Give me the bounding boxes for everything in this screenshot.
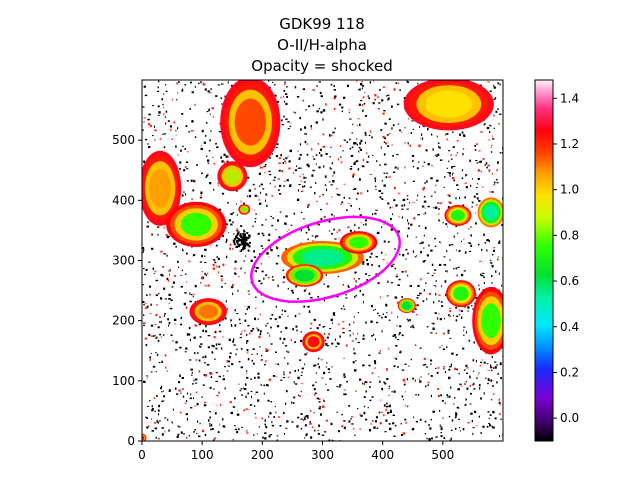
y-tick-label: 100: [112, 374, 135, 388]
x-tick-label: 100: [191, 448, 214, 462]
colorbar-tick-label: 1.2: [560, 137, 579, 151]
emission-region: [397, 298, 416, 314]
colorbar-tick-label: 0.8: [560, 228, 579, 242]
y-tick-label: 0: [127, 434, 135, 448]
y-tick-label: 300: [112, 254, 135, 268]
emission-region: [238, 204, 251, 215]
title-line-1: GDK99 118: [279, 15, 365, 33]
emission-region: [472, 286, 503, 355]
emission-region: [220, 80, 281, 168]
emission-region: [302, 331, 325, 353]
colorbar-tick-label: 1.0: [560, 183, 579, 197]
y-tick-label: 200: [112, 314, 135, 328]
y-tick-label: 500: [112, 133, 135, 147]
aperture-ellipse: [250, 215, 401, 303]
emission-region: [142, 150, 182, 226]
emission-region: [444, 204, 472, 226]
title-line-2: O-II/H-alpha: [277, 36, 367, 54]
emission-region: [166, 201, 227, 247]
emission-region: [477, 197, 503, 228]
x-tick-label: 300: [311, 448, 334, 462]
x-tick-label: 200: [251, 448, 274, 462]
emission-region: [189, 298, 227, 326]
emission-region: [445, 280, 476, 308]
colorbar-tick-label: 0.4: [560, 320, 579, 334]
emission-regions: [142, 80, 503, 441]
y-axis: 0 100 200 300 400 500: [112, 133, 142, 448]
colorbar-tick-label: 0.0: [560, 411, 579, 425]
emission-region: [339, 231, 378, 254]
y-tick-label: 400: [112, 193, 135, 207]
colorbar-tick-label: 0.2: [560, 365, 579, 379]
x-tick-label: 400: [371, 448, 394, 462]
emission-region: [217, 161, 248, 192]
title-line-3: Opacity = shocked: [251, 57, 392, 75]
colorbar-ticks: 0.0 0.2 0.4 0.6 0.8 1.0 1.2 1.4: [553, 91, 579, 425]
x-tick-label: 500: [431, 448, 454, 462]
emission-region: [285, 264, 324, 287]
x-tick-label: 0: [138, 448, 146, 462]
x-axis: 0 100 200 300 400 500: [138, 441, 454, 462]
emission-region: [142, 433, 147, 441]
colorbar-tick-label: 1.4: [560, 91, 579, 105]
emission-region: [403, 80, 494, 131]
colorbar: [534, 79, 554, 442]
colorbar-tick-label: 0.6: [560, 274, 579, 288]
